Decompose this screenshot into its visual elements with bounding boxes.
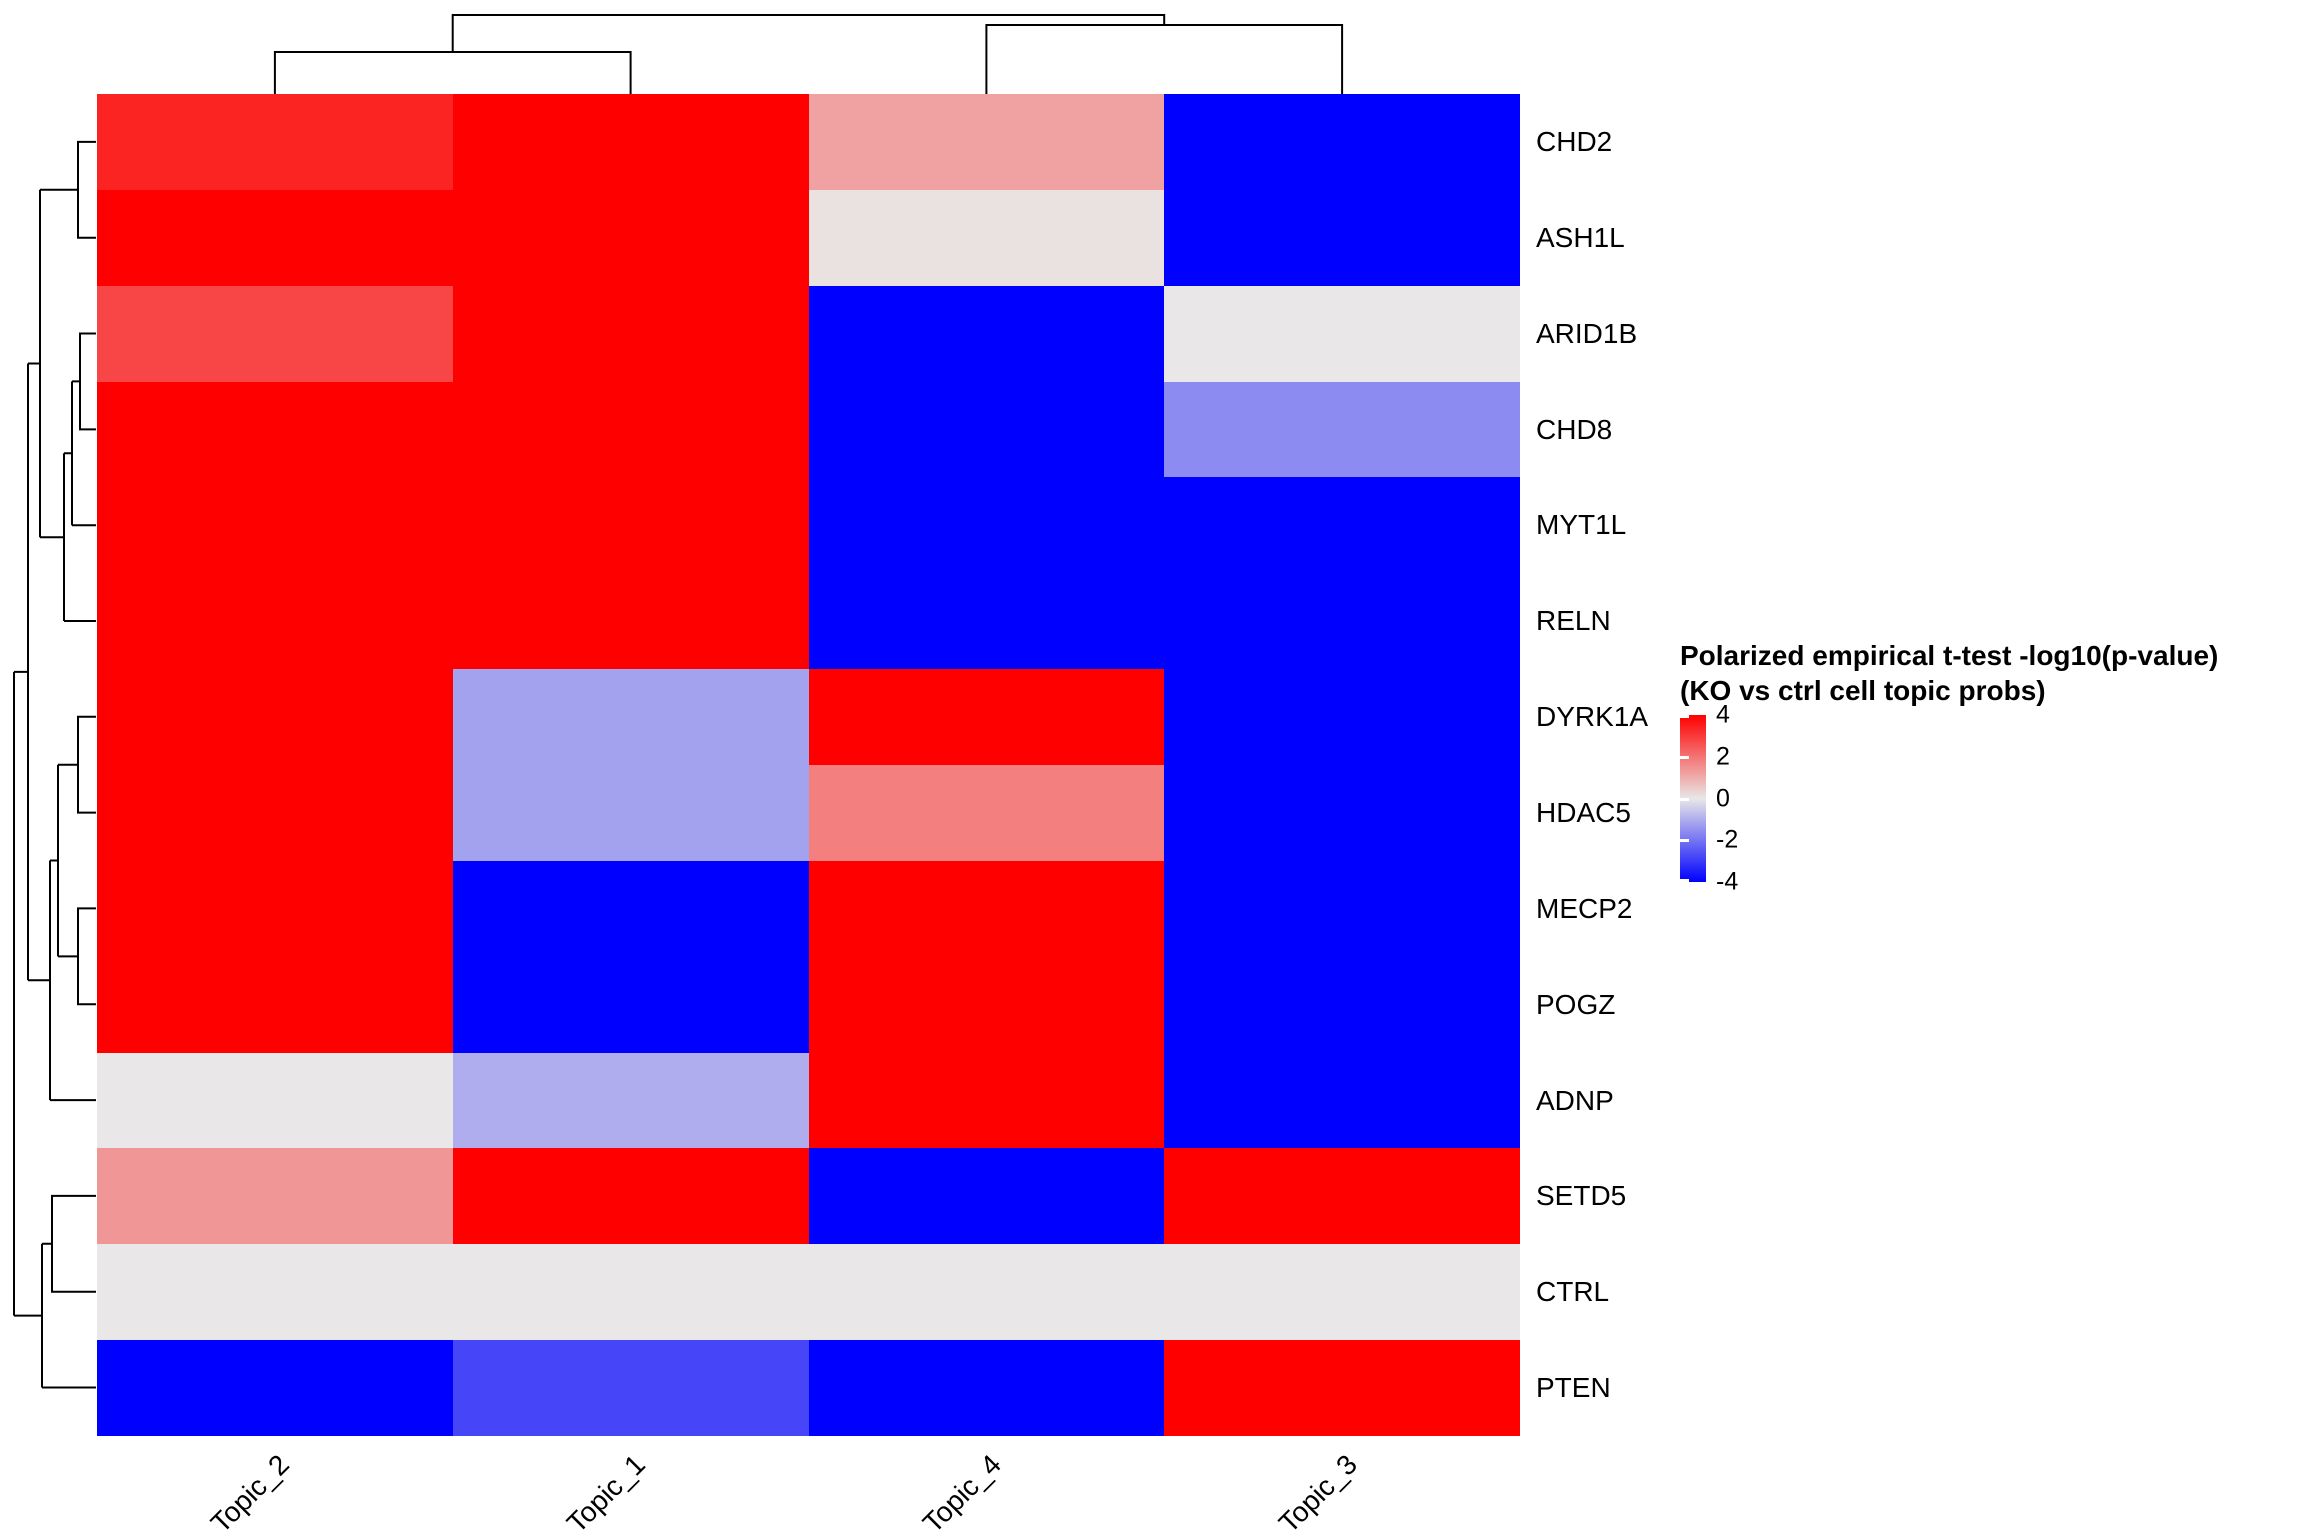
heatmap-cell xyxy=(1164,860,1520,957)
column-label: Topic_2 xyxy=(205,1448,296,1539)
heatmap-cell xyxy=(452,573,809,670)
heatmap-cell xyxy=(452,189,809,286)
row-label: PTEN xyxy=(1536,1372,1611,1404)
row-label: MYT1L xyxy=(1536,509,1627,541)
heatmap-cell xyxy=(452,94,809,190)
legend-tick-label: 2 xyxy=(1716,742,1730,771)
heatmap-cell xyxy=(97,764,453,861)
heatmap-cell xyxy=(97,94,453,190)
heatmap-cell xyxy=(1164,764,1520,861)
heatmap-cell xyxy=(452,764,809,861)
row-label: RELN xyxy=(1536,605,1611,637)
heatmap-cell xyxy=(808,94,1165,190)
row-label: SETD5 xyxy=(1536,1180,1627,1212)
column-dendrogram xyxy=(273,14,1344,94)
heatmap-cell xyxy=(97,573,453,670)
row-dendrogram xyxy=(13,140,96,1389)
heatmap-cell xyxy=(1164,285,1520,382)
heatmap-cell xyxy=(452,381,809,478)
row-label: HDAC5 xyxy=(1536,796,1631,828)
heatmap-cell xyxy=(452,956,809,1053)
heatmap-cell xyxy=(97,1340,453,1436)
heatmap-cell xyxy=(452,1052,809,1149)
heatmap-cell xyxy=(452,1244,809,1341)
legend-tick-mark xyxy=(1680,839,1689,843)
heatmap-cell xyxy=(1164,381,1520,478)
legend-tick-label: -2 xyxy=(1716,825,1739,854)
row-label: DYRK1A xyxy=(1536,701,1649,733)
row-label: ARID1B xyxy=(1536,317,1638,349)
heatmap-cell xyxy=(452,1148,809,1245)
row-label: CHD8 xyxy=(1536,413,1613,445)
row-label: CTRL xyxy=(1536,1276,1610,1308)
heatmap-cell xyxy=(808,285,1165,382)
heatmap-cell xyxy=(808,1148,1165,1245)
heatmap-cell xyxy=(1164,669,1520,765)
heatmap-cell xyxy=(97,1244,453,1341)
heatmap-cell xyxy=(452,285,809,382)
heatmap-cell xyxy=(97,956,453,1053)
legend-tick-mark xyxy=(1680,879,1689,882)
heatmap-cell xyxy=(1164,189,1520,286)
heatmap-cell xyxy=(1164,1340,1520,1436)
heatmap-cell xyxy=(97,285,453,382)
heatmap-cell xyxy=(808,956,1165,1053)
legend-tick-label: -4 xyxy=(1716,867,1739,896)
legend-tick-mark xyxy=(1680,715,1689,718)
heatmap-cell xyxy=(1164,956,1520,1053)
heatmap-cell xyxy=(808,1244,1165,1341)
row-label: CHD2 xyxy=(1536,125,1613,157)
legend-tick-mark xyxy=(1680,755,1689,759)
heatmap-cell xyxy=(97,189,453,286)
heatmap-cell xyxy=(452,860,809,957)
heatmap-cell xyxy=(1164,573,1520,670)
heatmap-cell xyxy=(808,1340,1165,1436)
heatmap-grid xyxy=(97,94,1520,1436)
legend-tick-label: 0 xyxy=(1716,784,1730,812)
heatmap-cell xyxy=(1164,477,1520,574)
legend-title-line1: Polarized empirical t-test -log10(p-valu… xyxy=(1680,640,2219,671)
legend-title-line2: (KO vs ctrl cell topic probs) xyxy=(1680,675,2046,706)
legend-tick-label: 4 xyxy=(1716,700,1730,729)
row-label: ADNP xyxy=(1536,1084,1614,1116)
heatmap-cell xyxy=(97,860,453,957)
heatmap-cell xyxy=(808,764,1165,861)
heatmap-cell xyxy=(1164,1244,1520,1341)
heatmap-cell xyxy=(808,669,1165,765)
heatmap-cell xyxy=(808,381,1165,478)
row-label: ASH1L xyxy=(1536,221,1625,253)
heatmap-cell xyxy=(1164,1148,1520,1245)
column-label: Topic_1 xyxy=(560,1448,652,1539)
heatmap-cell xyxy=(452,669,809,765)
heatmap-cell xyxy=(808,189,1165,286)
column-label: Topic_4 xyxy=(916,1448,1007,1539)
heatmap-cell xyxy=(808,573,1165,670)
heatmap-cell xyxy=(97,1148,453,1245)
row-dendrogram-lines xyxy=(13,140,96,1389)
heatmap-cell xyxy=(808,1052,1165,1149)
row-label: MECP2 xyxy=(1536,892,1633,924)
column-dendrogram-lines xyxy=(273,14,1344,94)
heatmap-cell xyxy=(97,381,453,478)
heatmap-cell xyxy=(452,1340,809,1436)
heatmap-cell xyxy=(808,477,1165,574)
heatmap-cell xyxy=(1164,94,1520,190)
heatmap-cell xyxy=(97,669,453,765)
legend-title: Polarized empirical t-test -log10(p-valu… xyxy=(1680,638,2218,708)
column-label: Topic_3 xyxy=(1272,1448,1363,1539)
heatmap-cell xyxy=(452,477,809,574)
heatmap-cell xyxy=(808,860,1165,957)
heatmap-cell xyxy=(97,1052,453,1149)
row-label: POGZ xyxy=(1536,988,1616,1020)
legend-tick-mark xyxy=(1680,797,1689,801)
legend-colorbar xyxy=(1680,715,1706,882)
heatmap-cell xyxy=(1164,1052,1520,1149)
heatmap-cell xyxy=(97,477,453,574)
